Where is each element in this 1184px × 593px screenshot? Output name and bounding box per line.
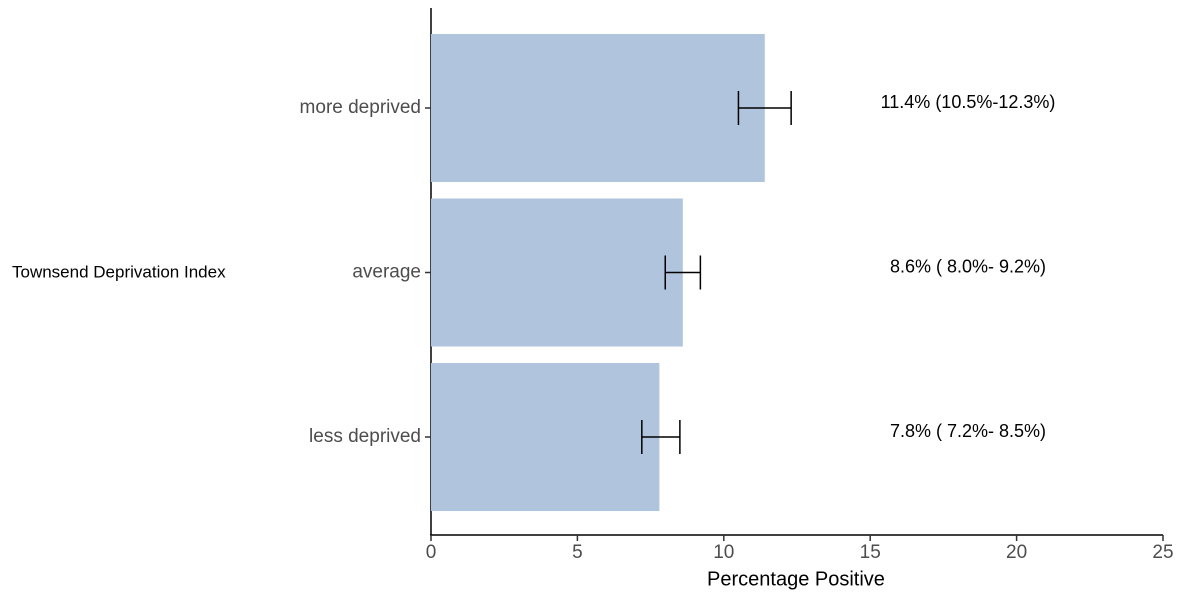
x-tick-label: 20	[1006, 542, 1027, 563]
error-bar	[737, 91, 792, 125]
bar	[431, 362, 660, 512]
y-tick-label: average	[352, 262, 421, 283]
x-axis-title: Percentage Positive	[707, 568, 885, 590]
y-axis-title: Townsend Deprivation Index	[12, 262, 226, 281]
y-tick-label: more deprived	[300, 97, 421, 118]
x-tick-label: 5	[572, 542, 583, 563]
x-tick-label: 10	[713, 542, 734, 563]
x-tick-label: 0	[426, 542, 437, 563]
value-label: 11.4% (10.5%-12.3%)	[881, 92, 1056, 112]
x-tick-label: 15	[860, 542, 881, 563]
value-label: 7.8% ( 7.2%- 8.5%)	[890, 421, 1046, 441]
error-bar	[641, 420, 681, 454]
error-bar	[664, 255, 702, 290]
y-tick-label: less deprived	[309, 426, 421, 447]
value-label: 8.6% ( 8.0%- 9.2%)	[890, 256, 1046, 276]
bar	[431, 198, 683, 347]
bar	[431, 33, 765, 183]
x-tick-label: 25	[1152, 542, 1173, 563]
